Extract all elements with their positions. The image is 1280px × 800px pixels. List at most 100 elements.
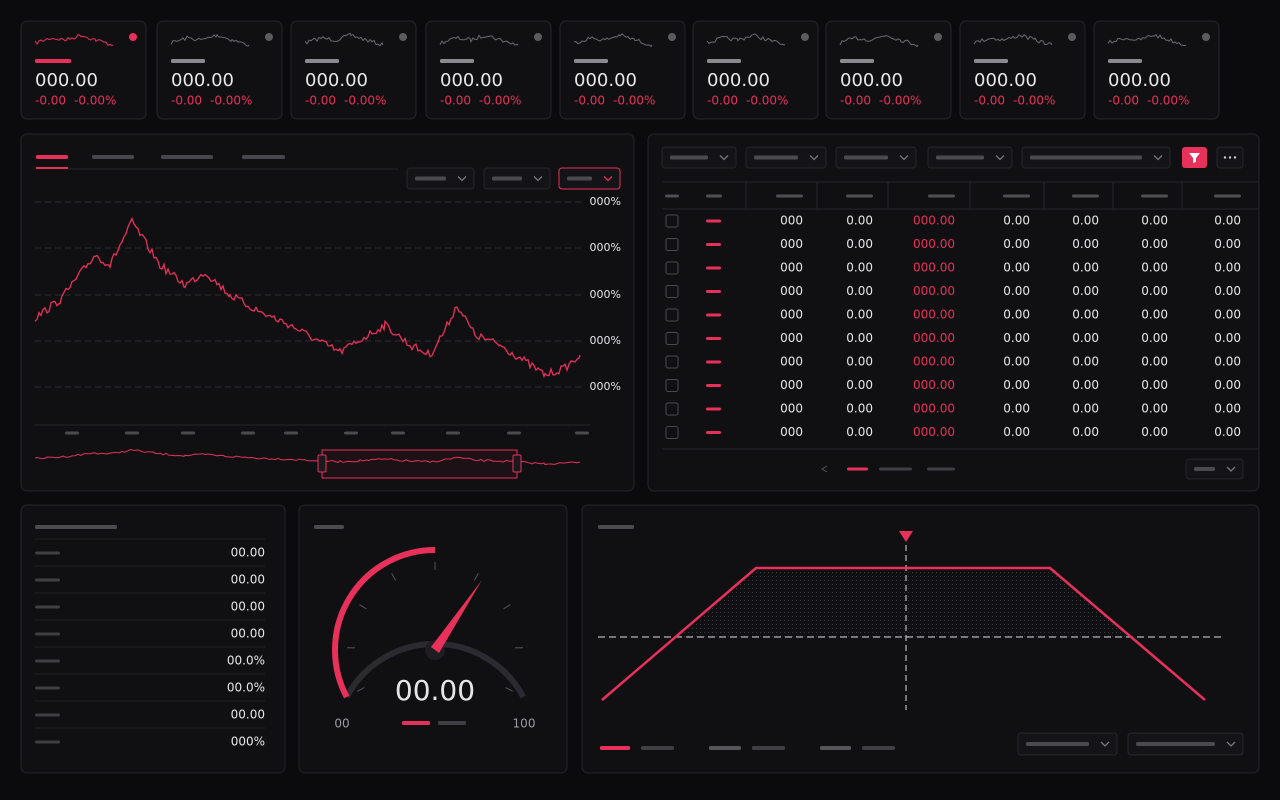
ticker-card[interactable] — [959, 20, 1086, 120]
y-axis-label: 000% — [590, 288, 621, 301]
gauge-tick — [503, 604, 511, 610]
table-cell: 000.00 — [913, 425, 955, 439]
x-axis-label — [65, 431, 79, 435]
row-checkbox[interactable] — [665, 285, 679, 298]
placeholder-bar — [936, 155, 984, 160]
ticker-change-percent: -0.00% — [1147, 94, 1189, 108]
navigator-handle[interactable] — [512, 454, 522, 473]
table-cell: 0.00 — [1214, 425, 1241, 439]
row-checkbox[interactable] — [665, 332, 679, 345]
ticker-card[interactable] — [1093, 20, 1220, 120]
table-cell: 000 — [780, 308, 803, 322]
table-cell: 0.00 — [1214, 237, 1241, 251]
table-cell: 000 — [780, 214, 803, 228]
row-checkbox[interactable] — [665, 214, 679, 228]
table-cell: 000.00 — [913, 214, 955, 228]
ticker-price: 000.00 — [707, 70, 770, 91]
panel-title — [35, 525, 117, 529]
gauge-needle — [431, 580, 482, 653]
status-dot — [801, 33, 809, 41]
ticker-card[interactable] — [156, 20, 283, 120]
y-axis-label: 000% — [590, 241, 621, 254]
ticker-change-percent: -0.00% — [210, 94, 252, 108]
table-cell: 0.00 — [1141, 261, 1168, 275]
navigator-window[interactable] — [321, 449, 518, 479]
table-cell: 0.00 — [846, 237, 873, 251]
legend-swatch — [862, 746, 895, 750]
gauge-value: 00.00 — [395, 674, 475, 707]
table-cell: 0.00 — [846, 355, 873, 369]
ticker-card[interactable] — [559, 20, 686, 120]
row-checkbox[interactable] — [665, 238, 679, 251]
tab — [161, 155, 213, 159]
status-dot — [399, 33, 407, 41]
placeholder-bar — [574, 59, 608, 63]
table-cell: 0.00 — [1214, 261, 1241, 275]
column-header — [1141, 194, 1168, 198]
table-cell: 0.00 — [846, 331, 873, 345]
gauge-tick — [359, 604, 367, 610]
row-checkbox[interactable] — [665, 402, 679, 416]
column-header — [1214, 194, 1241, 198]
table-cell: 0.00 — [1003, 308, 1030, 322]
page-prev[interactable] — [821, 465, 828, 473]
row-checkbox[interactable] — [665, 355, 679, 369]
table-cell: 0.00 — [1072, 331, 1099, 345]
price-chart-panel — [20, 133, 635, 492]
navigator-handle[interactable] — [317, 454, 327, 473]
row-checkbox[interactable] — [665, 261, 679, 275]
page-indicator — [847, 467, 868, 471]
sparkline — [304, 32, 384, 47]
y-axis-label: 000% — [590, 195, 621, 208]
gauge-tick — [391, 573, 397, 581]
ticker-card[interactable] — [290, 20, 417, 120]
row-marker — [706, 431, 721, 434]
table-cell: 0.00 — [1141, 331, 1168, 345]
row-marker — [706, 290, 721, 293]
ticker-change: -0.00 — [440, 94, 471, 108]
table-cell: 0.00 — [1214, 378, 1241, 392]
table-cell: 0.00 — [1214, 331, 1241, 345]
row-marker — [706, 384, 721, 387]
table-cell: 0.00 — [846, 308, 873, 322]
stat-label — [35, 740, 60, 744]
ticker-card[interactable] — [425, 20, 552, 120]
ticker-change: -0.00 — [707, 94, 738, 108]
column-header — [928, 194, 955, 198]
legend-swatch — [820, 746, 851, 750]
placeholder-bar — [1136, 742, 1215, 746]
x-axis-label — [344, 431, 358, 435]
sparkline — [170, 33, 250, 47]
tab — [92, 155, 134, 159]
placeholder-bar — [1026, 742, 1089, 746]
table-cell: 0.00 — [846, 402, 873, 416]
table-cell: 000.00 — [913, 284, 955, 298]
table-cell: 0.00 — [1072, 378, 1099, 392]
chevron — [533, 176, 543, 182]
table-cell: 0.00 — [1072, 237, 1099, 251]
row-checkbox[interactable] — [665, 426, 679, 439]
status-dot — [1202, 33, 1210, 41]
ticker-card[interactable] — [20, 20, 147, 120]
ticker-change-percent: -0.00% — [879, 94, 921, 108]
placeholder-bar — [1108, 59, 1142, 63]
sparkline — [706, 33, 786, 46]
y-axis-label: 000% — [590, 334, 621, 347]
row-checkbox[interactable] — [665, 379, 679, 392]
row-marker — [706, 313, 721, 317]
ticker-change: -0.00 — [35, 94, 66, 108]
row-marker — [706, 337, 721, 340]
table-cell: 0.00 — [846, 425, 873, 439]
ticker-card[interactable] — [692, 20, 819, 120]
ticker-change-percent: -0.00% — [613, 94, 655, 108]
filter-icon — [1189, 153, 1200, 163]
column-header — [846, 194, 873, 198]
status-dot — [129, 33, 137, 41]
ticker-card[interactable] — [825, 20, 952, 120]
tab — [242, 155, 285, 159]
status-dot — [934, 33, 942, 41]
placeholder-bar — [440, 59, 474, 63]
row-checkbox[interactable] — [665, 308, 679, 322]
placeholder-bar — [305, 59, 339, 63]
